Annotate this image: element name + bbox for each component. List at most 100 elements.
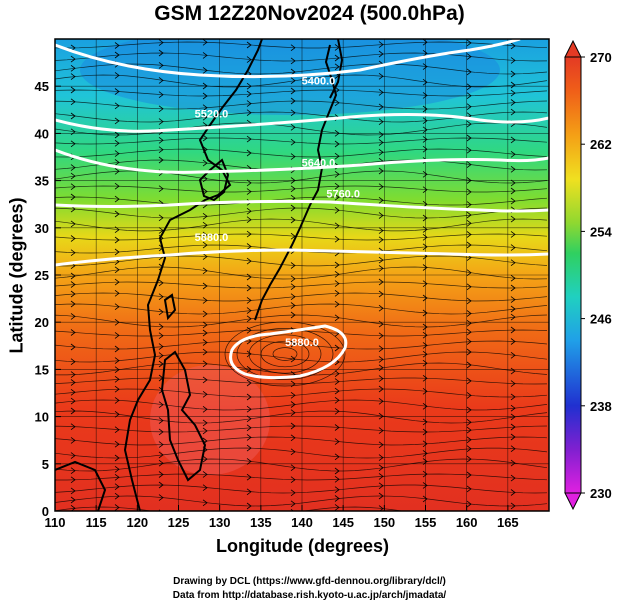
streamline-arrow: [422, 428, 428, 436]
streamline-arrow: [246, 243, 252, 250]
streamline-arrow: [202, 113, 208, 121]
streamline-swirl: [260, 340, 310, 368]
streamline-arrow: [334, 63, 340, 71]
streamline-arrow: [290, 409, 296, 417]
streamline-arrow: [378, 212, 384, 219]
streamline-arrow: [246, 188, 252, 195]
streamline-arrow: [466, 211, 472, 219]
streamline-arrow: [202, 67, 208, 74]
streamline-arrow: [378, 464, 384, 472]
streamline-arrow: [70, 249, 76, 257]
streamline-arrow: [510, 404, 516, 412]
streamline-arrow: [290, 293, 296, 301]
streamline-arrow: [422, 359, 428, 367]
streamline-swirl: [224, 321, 346, 387]
streamline-arrow: [158, 308, 164, 316]
streamline-arrow: [114, 139, 120, 147]
streamline-arrow: [510, 81, 516, 89]
streamline-arrow: [202, 39, 208, 46]
streamline-arrow: [466, 161, 472, 168]
x-tick-label: 110: [45, 515, 66, 530]
streamline-arrow: [70, 86, 76, 94]
streamline-swirl: [236, 328, 334, 380]
streamline-arrow: [466, 103, 472, 111]
x-tick-label: 155: [415, 515, 437, 530]
streamline-arrow: [466, 231, 472, 238]
chart-title: GSM 12Z20Nov2024 (500.0hPa): [154, 2, 465, 25]
streamline-arrow: [114, 357, 120, 364]
streamline-arrow: [246, 284, 252, 292]
streamline-arrow: [422, 264, 428, 271]
streamline-arrow: [246, 365, 252, 373]
streamline-arrow: [158, 77, 164, 84]
contour-5640: [55, 148, 549, 174]
streamline-arrow: [466, 418, 472, 426]
streamline-arrow: [70, 272, 76, 280]
streamline-arrow: [114, 440, 120, 448]
streamline-arrow: [158, 494, 164, 501]
streamline-arrow: [114, 410, 120, 418]
streamline-arrow: [334, 495, 340, 502]
streamline-arrow: [158, 451, 164, 459]
streamline-arrow: [334, 504, 340, 511]
streamline-arrow: [510, 187, 516, 195]
credit-drawing: Drawing by DCL (https://www.gfd-dennou.o…: [173, 576, 446, 587]
streamline-arrow: [70, 358, 76, 366]
streamline-arrow: [202, 419, 208, 427]
streamline-arrow: [334, 86, 340, 94]
y-tick-label: 30: [35, 221, 49, 236]
streamline-arrow: [378, 89, 384, 96]
streamline-arrow: [466, 348, 472, 356]
streamline-arrow: [466, 328, 472, 336]
streamline-arrow: [422, 495, 428, 503]
streamline-arrow: [114, 426, 120, 434]
streamline-arrow: [246, 297, 252, 304]
streamline-arrow: [510, 244, 516, 251]
streamline-arrow: [202, 92, 208, 100]
streamline-arrow: [378, 256, 384, 264]
streamline: [55, 122, 548, 136]
streamline-arrow: [378, 492, 384, 500]
streamline-arrow: [114, 332, 120, 339]
streamline-arrow: [114, 210, 120, 218]
streamline-arrow: [114, 42, 120, 49]
x-axis-label: Longitude (degrees): [215, 536, 389, 556]
streamline-arrow: [114, 117, 120, 125]
streamline-arrow: [378, 385, 384, 393]
streamline-arrow: [246, 216, 252, 224]
colorbar-tick-label: 262: [590, 137, 612, 152]
streamline-arrow: [422, 145, 428, 153]
streamline-arrow: [158, 118, 164, 125]
streamline-arrow: [466, 338, 472, 345]
x-tick-label: 135: [250, 515, 272, 530]
streamline-arrow: [510, 393, 516, 401]
streamline-arrow: [114, 385, 120, 393]
streamline: [55, 506, 405, 511]
colorbar-tick-label: 238: [590, 399, 612, 414]
streamline-arrow: [334, 152, 340, 160]
streamline-arrow: [70, 487, 76, 495]
streamline-arrow: [510, 197, 516, 205]
coastline-japan: [254, 44, 338, 321]
streamline-arrow: [246, 179, 252, 187]
streamline-arrow: [158, 323, 164, 331]
y-tick-label: 15: [35, 362, 49, 377]
streamline-arrow: [466, 436, 472, 444]
streamline-arrow: [70, 476, 76, 484]
contour-label: 5880.0: [195, 232, 229, 244]
streamline-arrow: [378, 41, 384, 48]
streamline-arrow: [70, 140, 76, 148]
streamline-arrow: [70, 343, 76, 351]
contour-label: 5520.0: [195, 108, 229, 120]
streamline-arrow: [246, 41, 252, 49]
streamline-arrow: [70, 379, 76, 386]
streamline-arrow: [246, 149, 252, 157]
streamline-arrow: [290, 500, 296, 508]
streamline-arrow: [334, 424, 340, 431]
streamline-arrow: [70, 235, 76, 242]
streamline-arrow: [378, 427, 384, 434]
streamline-arrow: [334, 314, 340, 322]
streamline-arrow: [114, 366, 120, 374]
streamline-arrow: [158, 62, 164, 69]
